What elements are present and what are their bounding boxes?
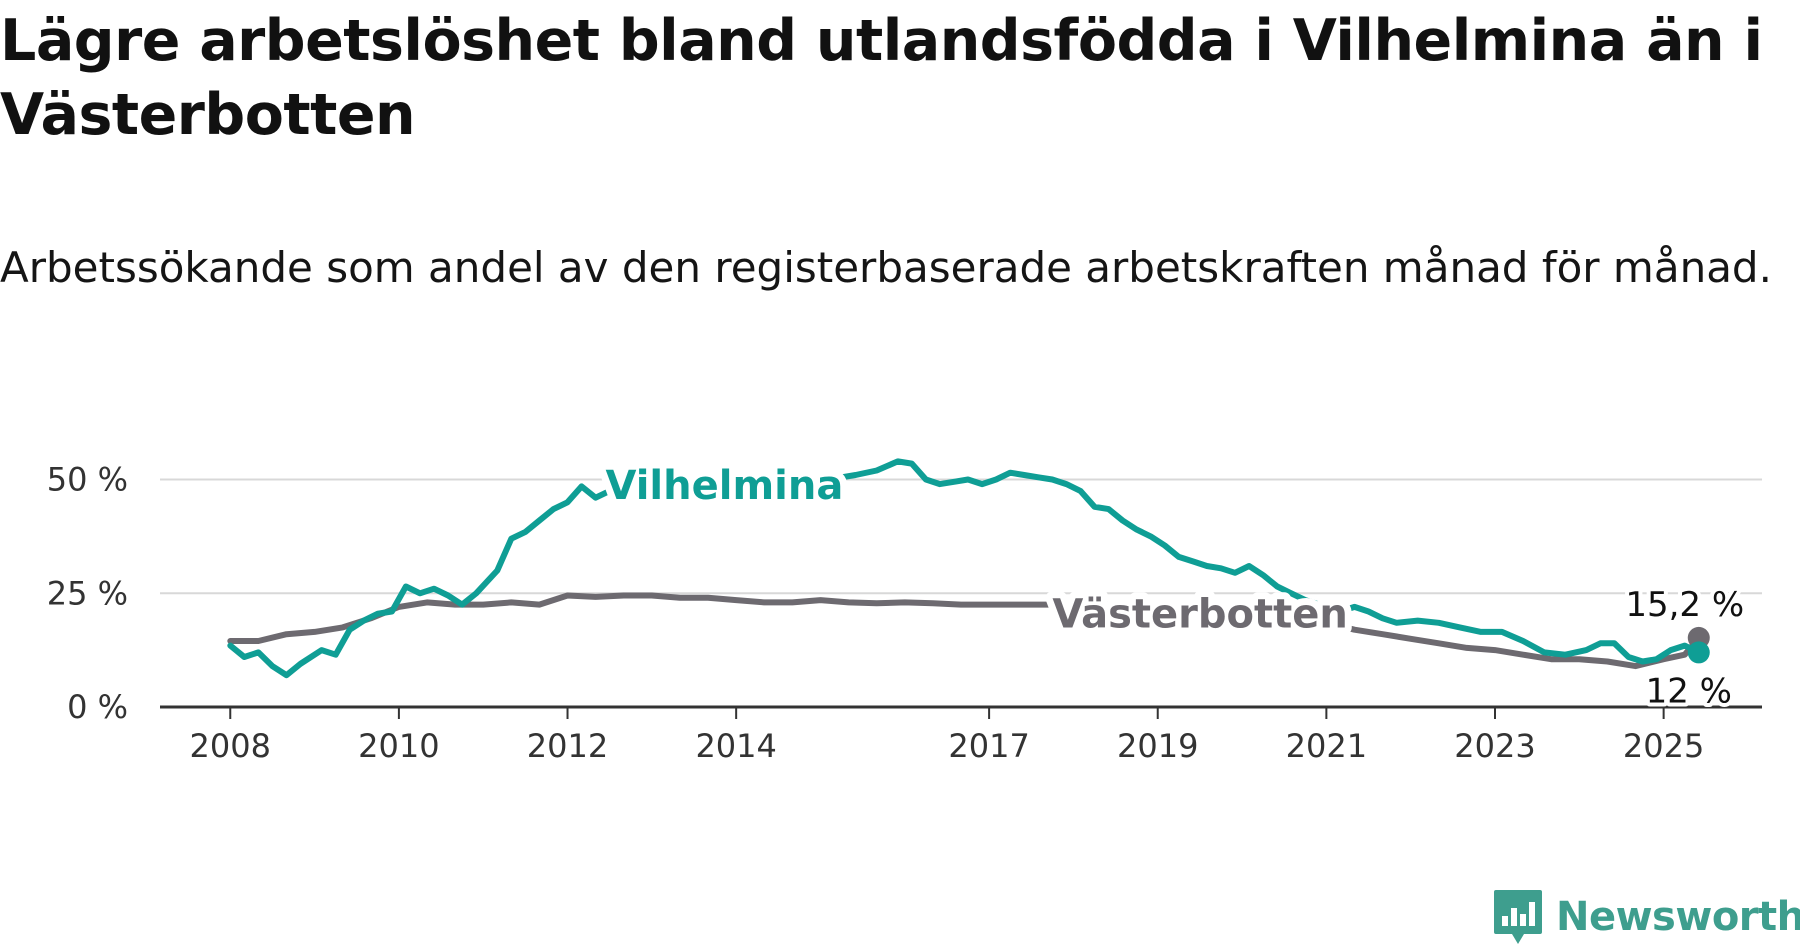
y-axis: 0 % 25 % 50 % xyxy=(47,461,128,726)
brand-logo: Newsworthy xyxy=(1492,887,1800,947)
series-labels: Vilhelmina Västerbotten 15,2 % 12 % xyxy=(598,456,1748,715)
newsworthy-logo-icon xyxy=(1494,890,1542,944)
x-tick-label: 2023 xyxy=(1454,727,1535,765)
x-axis: 2008 2010 2012 2014 2017 2019 2021 2023 2025 xyxy=(160,705,1762,765)
x-tick-label: 2017 xyxy=(948,727,1029,765)
chart-subtitle: Arbetssökande som andel av den registerb… xyxy=(0,243,1772,292)
x-tick-label: 2008 xyxy=(190,727,271,765)
y-tick-label: 0 % xyxy=(67,688,128,726)
series-label-vasterbotten: Västerbotten xyxy=(1052,592,1348,638)
end-label-vasterbotten: 15,2 % xyxy=(1625,585,1744,625)
x-tick-label: 2019 xyxy=(1117,727,1198,765)
x-tick-label: 2010 xyxy=(358,727,439,765)
end-point-vilhelmina xyxy=(1687,641,1710,664)
series-label-vilhelmina: Vilhelmina xyxy=(605,463,843,509)
x-tick-label: 2025 xyxy=(1623,727,1704,765)
grid-layer xyxy=(160,478,1762,595)
x-tick-label: 2012 xyxy=(527,727,608,765)
y-tick-label: 50 % xyxy=(47,461,128,499)
series-line-vilhelmina xyxy=(227,458,1702,679)
series-line-vasterbotten xyxy=(227,592,1702,670)
series-layer xyxy=(227,458,1710,679)
x-tick-label: 2014 xyxy=(695,727,776,765)
y-tick-label: 25 % xyxy=(47,574,128,612)
brand-name: Newsworthy xyxy=(1556,894,1800,940)
chart-title: Lägre arbetslöshet bland utlandsfödda i … xyxy=(0,8,1763,148)
end-label-vilhelmina: 12 % xyxy=(1646,671,1732,711)
x-tick-label: 2021 xyxy=(1286,727,1367,765)
